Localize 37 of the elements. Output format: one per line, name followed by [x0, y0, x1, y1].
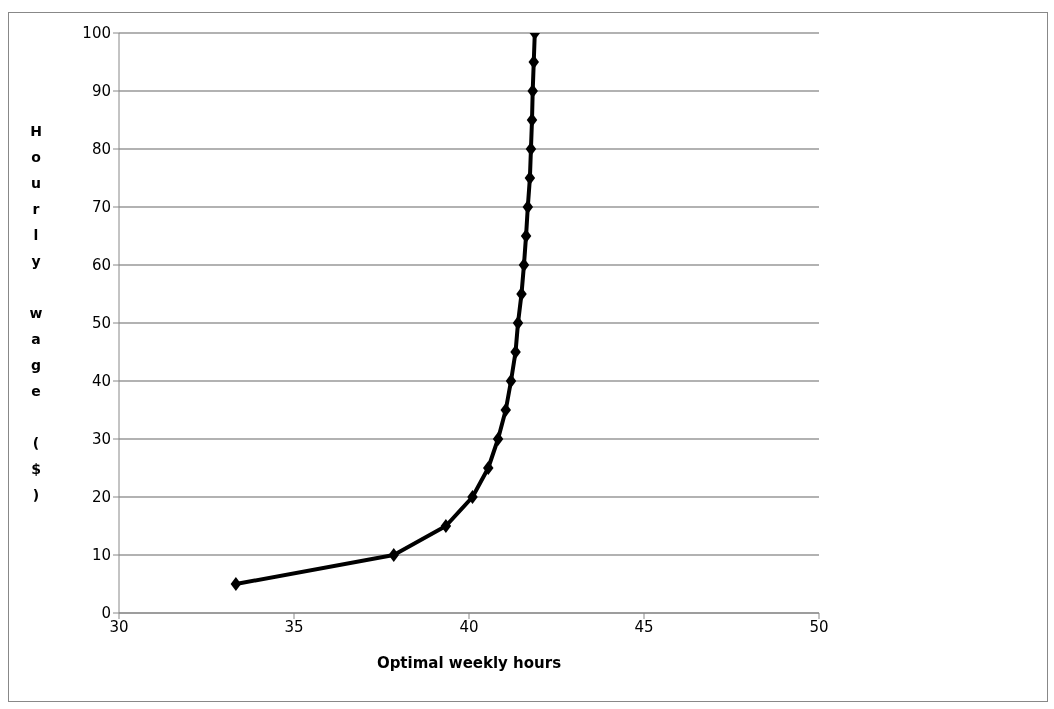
- y-tick-label: 100: [82, 24, 111, 43]
- point: [516, 287, 527, 301]
- point: [524, 171, 536, 185]
- point: [492, 432, 504, 446]
- y-tick-label: 60: [91, 256, 111, 275]
- y-tick-label: 40: [91, 372, 111, 391]
- point: [505, 374, 517, 388]
- y-tick-label: 80: [91, 140, 111, 159]
- y-tick-label: 90: [91, 82, 111, 101]
- x-tick-label: 40: [459, 617, 479, 636]
- x-tick-label: 50: [809, 617, 829, 636]
- y-axis-title: Hourly wage ($): [28, 123, 44, 513]
- y-tick-label: 70: [91, 198, 111, 217]
- point: [528, 55, 539, 69]
- point: [520, 229, 532, 243]
- point: [230, 577, 242, 591]
- point: [483, 461, 494, 475]
- x-axis-title: Optimal weekly hours: [376, 654, 562, 672]
- y-tick-label: 20: [91, 488, 111, 507]
- y-tick-label: 0: [101, 604, 111, 623]
- point: [388, 548, 399, 562]
- point: [440, 519, 452, 533]
- point: [467, 490, 478, 504]
- point: [518, 258, 530, 272]
- y-tick-label: 30: [91, 430, 111, 449]
- point: [510, 345, 521, 359]
- point: [526, 113, 538, 127]
- y-tick-label: 50: [91, 314, 111, 333]
- point: [527, 84, 538, 98]
- y-tick-label: 10: [91, 546, 111, 565]
- x-tick-label: 35: [284, 617, 304, 636]
- point: [522, 200, 534, 214]
- point: [500, 403, 511, 417]
- point: [512, 316, 524, 330]
- point: [525, 142, 537, 156]
- x-tick-label: 45: [634, 617, 654, 636]
- x-tick-label: 30: [109, 617, 129, 636]
